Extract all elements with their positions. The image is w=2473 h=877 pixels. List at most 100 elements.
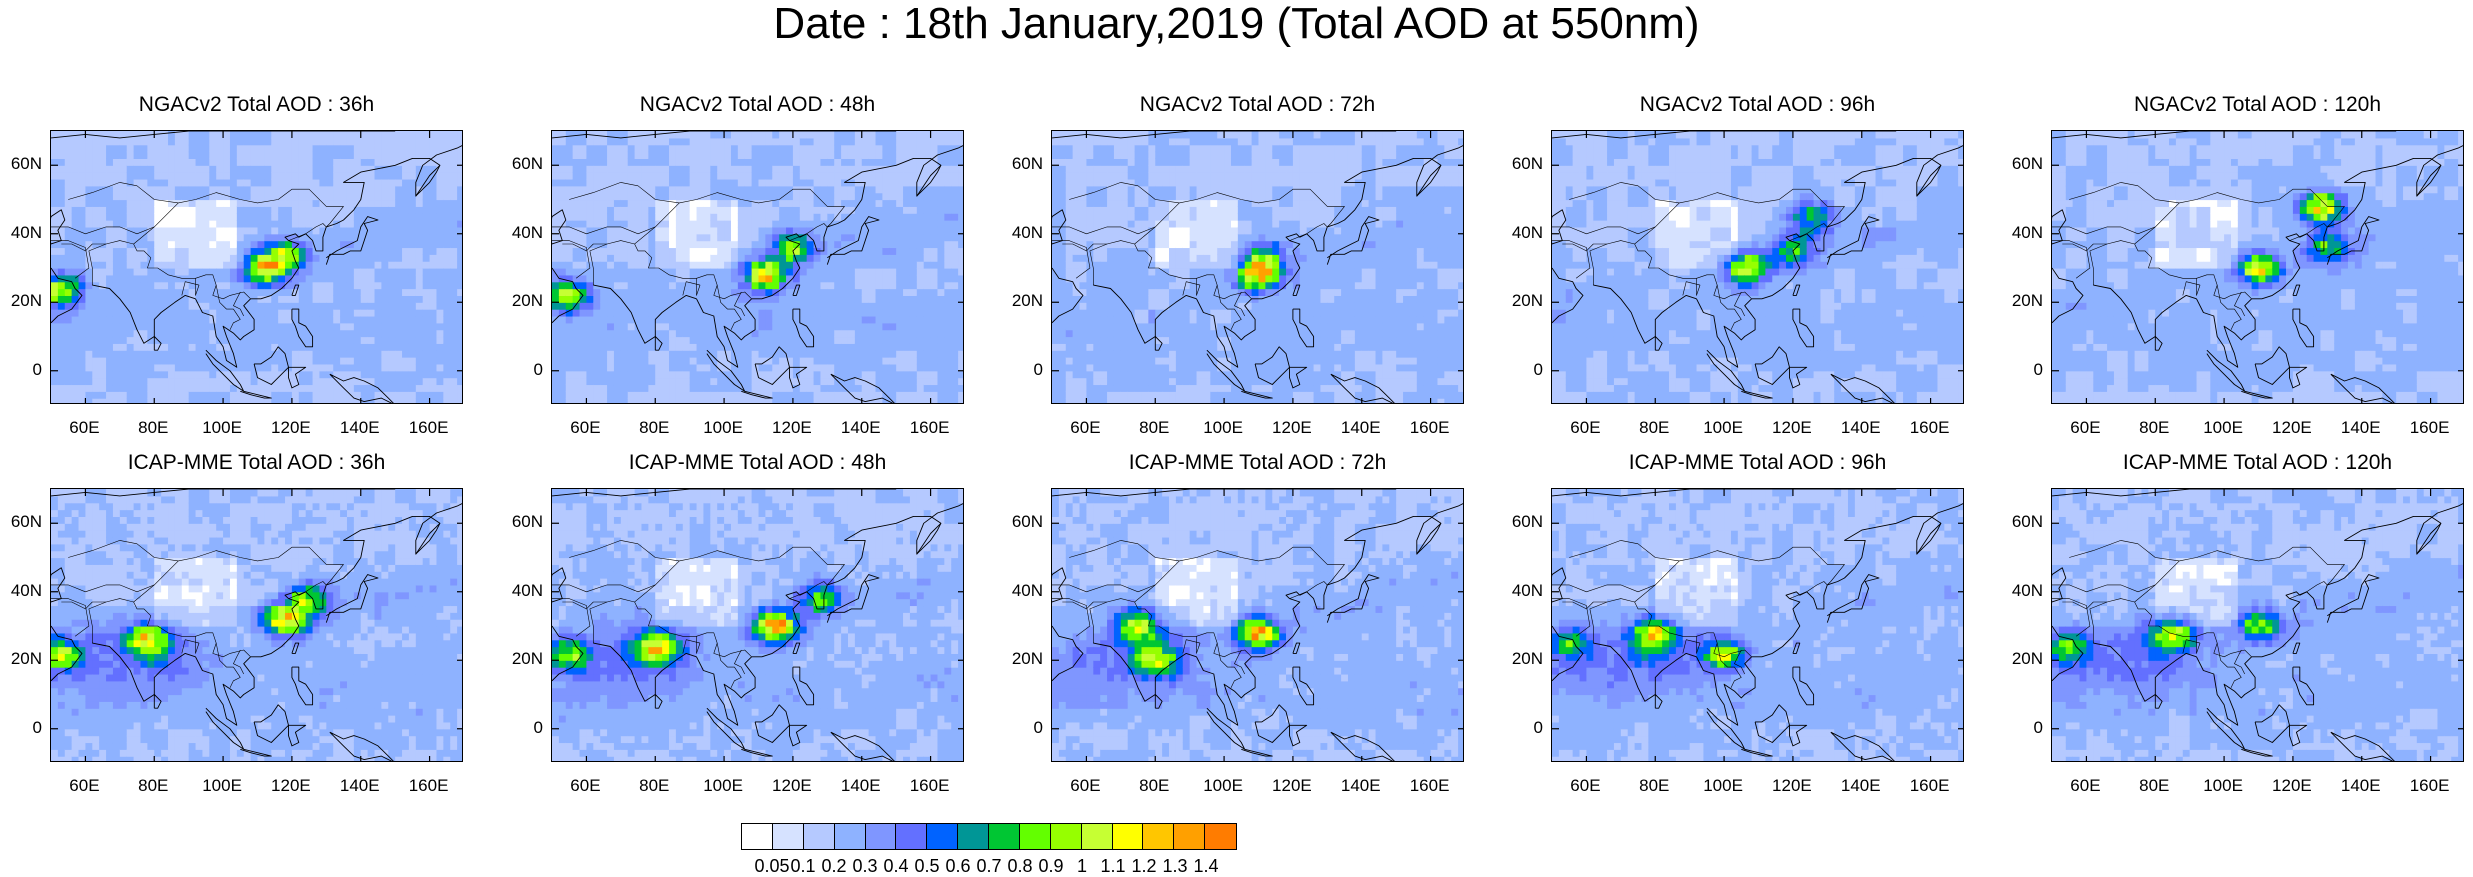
colorbar-swatch <box>804 824 835 849</box>
x-tick-label: 120E <box>1772 418 1812 438</box>
y-tick-label: 60N <box>1003 512 1043 532</box>
x-tick-label: 60E <box>69 776 99 796</box>
x-tick-label: 60E <box>69 418 99 438</box>
x-tick-label: 80E <box>639 776 669 796</box>
aod-map-icap-mme-96h <box>1551 488 1964 762</box>
figure-title: Date : 18th January,2019 (Total AOD at 5… <box>0 0 2473 46</box>
x-tick-label: 120E <box>1272 418 1312 438</box>
x-tick-label: 160E <box>1410 418 1450 438</box>
y-tick-label: 0 <box>2 360 42 380</box>
x-tick-label: 160E <box>1910 418 1950 438</box>
colorbar-swatch <box>773 824 804 849</box>
colorbar-swatch <box>1174 824 1205 849</box>
x-tick-label: 80E <box>1639 776 1669 796</box>
y-tick-label: 0 <box>1003 718 1043 738</box>
y-tick-label: 40N <box>1503 581 1543 601</box>
y-tick-label: 60N <box>1503 154 1543 174</box>
x-tick-label: 160E <box>2410 418 2450 438</box>
aod-field <box>51 131 463 404</box>
y-tick-label: 20N <box>2 291 42 311</box>
x-tick-label: 80E <box>138 418 168 438</box>
aod-field <box>2052 131 2464 404</box>
panel-title: NGACv2 Total AOD : 72h <box>1051 93 1464 117</box>
aod-field <box>552 131 964 404</box>
aod-field <box>1552 489 1964 762</box>
x-tick-label: 140E <box>2341 418 2381 438</box>
y-tick-label: 20N <box>2 649 42 669</box>
x-tick-label: 160E <box>1410 776 1450 796</box>
x-tick-label: 160E <box>910 418 950 438</box>
x-tick-label: 140E <box>1841 418 1881 438</box>
y-tick-label: 40N <box>1503 223 1543 243</box>
colorbar-swatch <box>1082 824 1113 849</box>
colorbar-swatch <box>1113 824 1144 849</box>
y-tick-label: 40N <box>1003 581 1043 601</box>
x-tick-label: 120E <box>271 418 311 438</box>
y-tick-label: 20N <box>2003 649 2043 669</box>
x-tick-label: 60E <box>1570 776 1600 796</box>
aod-map-icap-mme-36h <box>50 488 463 762</box>
y-tick-label: 60N <box>1503 512 1543 532</box>
x-tick-label: 100E <box>202 776 242 796</box>
x-tick-label: 120E <box>2272 418 2312 438</box>
y-tick-label: 20N <box>1003 649 1043 669</box>
y-tick-label: 20N <box>1003 291 1043 311</box>
aod-field <box>552 489 964 762</box>
y-tick-label: 0 <box>503 360 543 380</box>
x-tick-label: 120E <box>1772 776 1812 796</box>
x-tick-label: 120E <box>772 776 812 796</box>
x-tick-label: 100E <box>1703 418 1743 438</box>
x-tick-label: 140E <box>340 776 380 796</box>
panel-title: NGACv2 Total AOD : 96h <box>1551 93 1964 117</box>
y-tick-label: 0 <box>1503 718 1543 738</box>
x-tick-label: 160E <box>409 418 449 438</box>
x-tick-label: 100E <box>1703 776 1743 796</box>
y-tick-label: 60N <box>503 512 543 532</box>
y-tick-label: 40N <box>2 581 42 601</box>
x-tick-label: 60E <box>2070 418 2100 438</box>
x-tick-label: 140E <box>1841 776 1881 796</box>
x-tick-label: 120E <box>2272 776 2312 796</box>
panel-title: ICAP-MME Total AOD : 96h <box>1551 451 1964 475</box>
y-tick-label: 40N <box>503 581 543 601</box>
colorbar-swatch <box>1020 824 1051 849</box>
aod-map-ngacv2-36h <box>50 130 463 404</box>
x-tick-label: 100E <box>2203 418 2243 438</box>
x-tick-label: 80E <box>1139 418 1169 438</box>
x-tick-label: 140E <box>1341 418 1381 438</box>
x-tick-label: 80E <box>639 418 669 438</box>
y-tick-label: 60N <box>503 154 543 174</box>
y-tick-label: 20N <box>2003 291 2043 311</box>
x-tick-label: 80E <box>1139 776 1169 796</box>
panel-title: ICAP-MME Total AOD : 120h <box>2051 451 2464 475</box>
x-tick-label: 140E <box>1341 776 1381 796</box>
x-tick-label: 160E <box>1910 776 1950 796</box>
y-tick-label: 0 <box>2 718 42 738</box>
x-tick-label: 60E <box>2070 776 2100 796</box>
panel-title: NGACv2 Total AOD : 120h <box>2051 93 2464 117</box>
x-tick-label: 100E <box>703 776 743 796</box>
panel-title: NGACv2 Total AOD : 48h <box>551 93 964 117</box>
y-tick-label: 40N <box>2003 223 2043 243</box>
aod-map-icap-mme-48h <box>551 488 964 762</box>
x-tick-label: 100E <box>703 418 743 438</box>
aod-map-icap-mme-72h <box>1051 488 1464 762</box>
x-tick-label: 120E <box>1272 776 1312 796</box>
aod-colorbar <box>741 823 1237 850</box>
aod-map-ngacv2-96h <box>1551 130 1964 404</box>
panel-title: ICAP-MME Total AOD : 36h <box>50 451 463 475</box>
y-tick-label: 20N <box>503 291 543 311</box>
x-tick-label: 80E <box>1639 418 1669 438</box>
y-tick-label: 60N <box>1003 154 1043 174</box>
x-tick-label: 160E <box>2410 776 2450 796</box>
y-tick-label: 40N <box>2003 581 2043 601</box>
x-tick-label: 120E <box>271 776 311 796</box>
x-tick-label: 140E <box>841 776 881 796</box>
x-tick-label: 100E <box>2203 776 2243 796</box>
aod-map-ngacv2-120h <box>2051 130 2464 404</box>
y-tick-label: 0 <box>1503 360 1543 380</box>
x-tick-label: 80E <box>138 776 168 796</box>
x-tick-label: 140E <box>2341 776 2381 796</box>
x-tick-label: 100E <box>1203 418 1243 438</box>
aod-field <box>51 489 463 762</box>
